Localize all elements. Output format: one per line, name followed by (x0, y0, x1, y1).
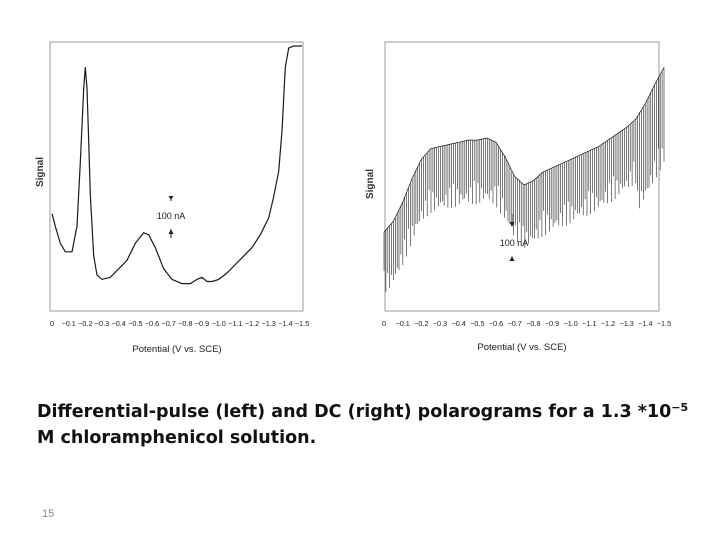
tick-label: −0.5 (128, 319, 142, 328)
tick-label: −0.5 (470, 319, 484, 328)
tick-label: −0.6 (489, 319, 503, 328)
left-arrow-down-icon (168, 196, 174, 200)
tick-label: −1.0 (211, 319, 225, 328)
polarogram-figure: Signal Signal Potential (V vs. SCE) Pote… (35, 41, 671, 355)
tick-label: −1.2 (601, 319, 615, 328)
caption-exponent: −5 (671, 401, 689, 414)
tick-label: −0.1 (61, 319, 75, 328)
tick-label: −0.1 (395, 319, 409, 328)
tick-label: −0.2 (414, 319, 428, 328)
right-tick-labels: 0 −0.1 −0.2 −0.3 −0.4 −0.5 −0.6 −0.7 −0.8 −0.9 −1.… (382, 319, 671, 328)
right-scale-label: 100 nA (500, 238, 529, 248)
left-scale-label: 100 nA (157, 211, 186, 221)
left-dp-curve (51, 45, 302, 285)
left-scale-bar: 100 nA (157, 196, 186, 238)
right-arrow-down-icon (509, 222, 515, 227)
tick-label: −0.3 (95, 319, 109, 328)
left-plot-frame (49, 41, 304, 312)
tick-label: 0 (382, 319, 386, 328)
left-arrow-up-icon (168, 229, 174, 234)
tick-label: −1.3 (261, 319, 275, 328)
tick-label: −0.8 (526, 319, 540, 328)
right-dc-oscillations (383, 67, 665, 292)
tick-label: −1.1 (582, 319, 596, 328)
caption-line-1: Differential-pulse (left) and DC (right)… (37, 402, 672, 422)
tick-label: −1.4 (638, 319, 652, 328)
tick-label: −0.2 (78, 319, 92, 328)
tick-label: −1.5 (657, 319, 671, 328)
page-number: 15 (42, 508, 55, 520)
tick-label: −0.7 (161, 319, 175, 328)
slide-caption: Differential-pulse (left) and DC (right)… (37, 395, 697, 451)
tick-label: −1.0 (563, 319, 577, 328)
tick-label: −1.4 (278, 319, 292, 328)
caption-line-2: M chloramphenicol solution. (37, 428, 317, 448)
right-scale-bar: 100 nA (500, 214, 529, 261)
tick-label: −0.6 (145, 319, 159, 328)
right-dc-curve (383, 67, 665, 233)
tick-label: −0.4 (451, 319, 465, 328)
tick-label: −0.4 (111, 319, 125, 328)
tick-label: −1.3 (619, 319, 633, 328)
left-xlabel: Potential (V vs. SCE) (132, 344, 221, 355)
right-xlabel: Potential (V vs. SCE) (477, 342, 566, 353)
tick-label: −0.9 (195, 319, 209, 328)
tick-label: −0.7 (507, 319, 521, 328)
tick-label: −1.1 (228, 319, 242, 328)
tick-label: −1.2 (245, 319, 259, 328)
right-arrow-up-icon (509, 256, 515, 261)
tick-label: −0.9 (545, 319, 559, 328)
tick-label: −0.3 (433, 319, 447, 328)
left-ylabel: Signal (35, 157, 46, 187)
tick-label: 0 (50, 319, 54, 328)
tick-label: −0.8 (178, 319, 192, 328)
right-ylabel: Signal (365, 169, 376, 199)
left-tick-labels: 0 −0.1 −0.2 −0.3 −0.4 −0.5 −0.6 −0.7 −0.8 −0.9 −1.… (50, 319, 309, 328)
right-plot-frame (384, 41, 660, 312)
tick-label: −1.5 (295, 319, 309, 328)
